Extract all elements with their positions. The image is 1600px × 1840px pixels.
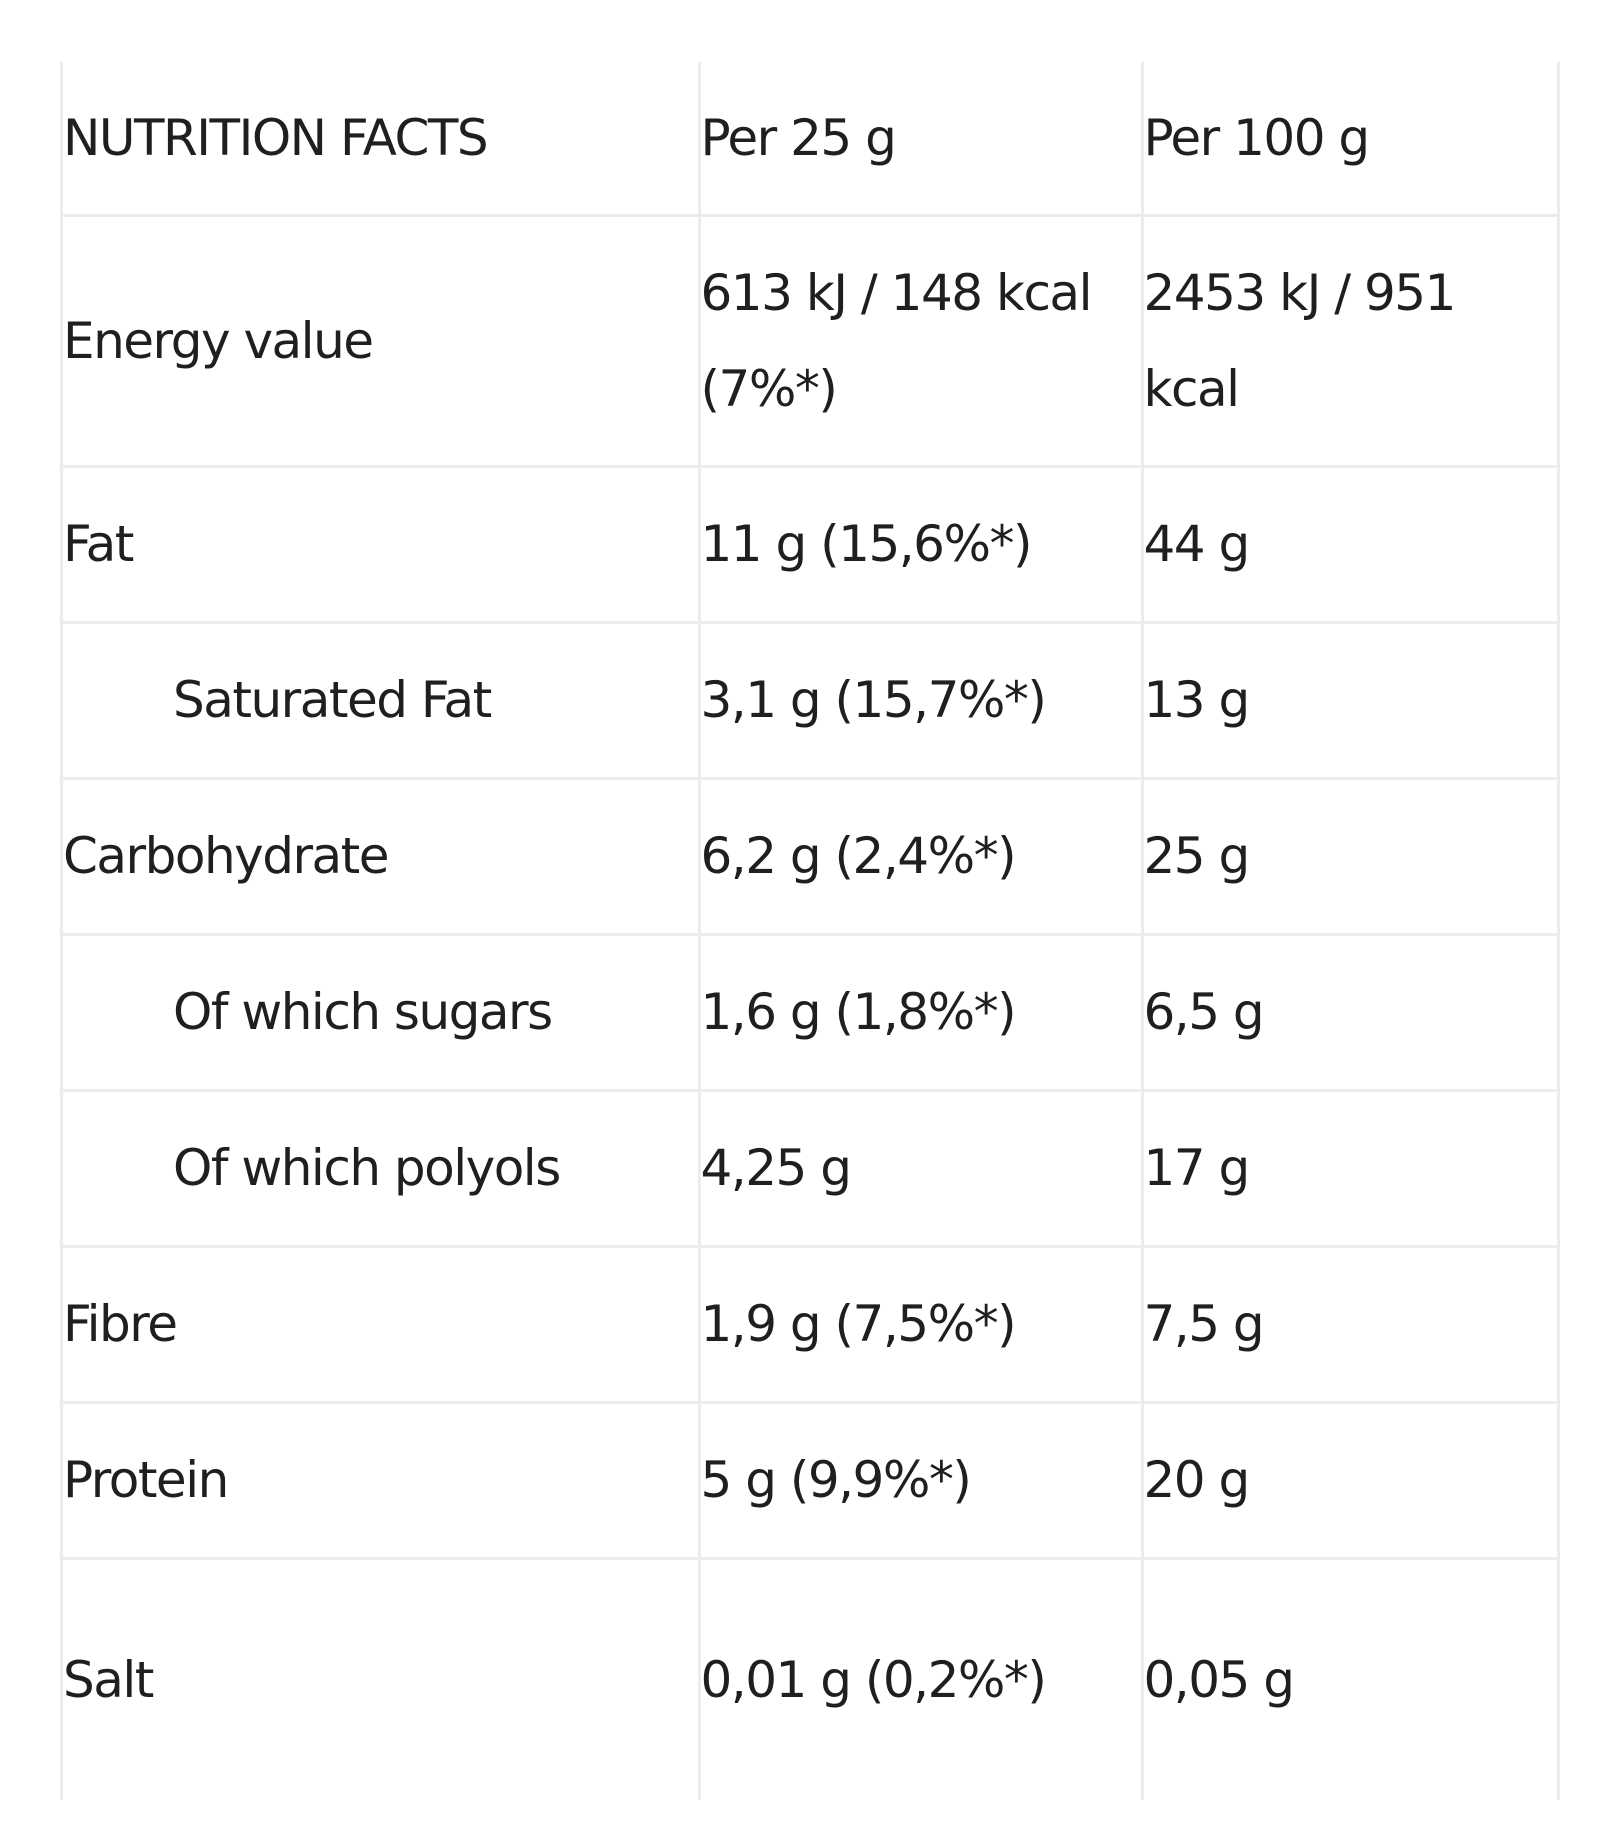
header-per-25g: Per 25 g — [697, 62, 1142, 217]
row-value-per100: 2453 kJ / 951 kcal — [1140, 215, 1557, 468]
row-label: Fat — [63, 466, 699, 624]
row-value-per100: 0,05 g — [1140, 1558, 1557, 1800]
row-value-per25: 613 kJ / 148 kcal (7%*) — [697, 215, 1142, 468]
row-label: Saturated Fat — [63, 622, 699, 780]
table-row: Fibre 1,9 g (7,5%*) 7,5 g — [63, 1246, 1557, 1404]
table-row: Energy value 613 kJ / 148 kcal (7%*) 245… — [63, 215, 1557, 468]
row-label: Fibre — [63, 1246, 699, 1404]
row-label: Protein — [63, 1402, 699, 1560]
table-row: Carbohydrate 6,2 g (2,4%*) 25 g — [63, 778, 1557, 936]
nutrition-table-container: NUTRITION FACTS Per 25 g Per 100 g Energ… — [60, 62, 1560, 1800]
row-value-per100: 17 g — [1140, 1090, 1557, 1248]
table-row: Fat 11 g (15,6%*) 44 g — [63, 466, 1557, 624]
row-value-per25: 1,9 g (7,5%*) — [697, 1246, 1142, 1404]
row-value-per25: 0,01 g (0,2%*) — [697, 1558, 1142, 1800]
row-value-per25: 5 g (9,9%*) — [697, 1402, 1142, 1560]
row-value-per100: 7,5 g — [1140, 1246, 1557, 1404]
row-value-per25: 1,6 g (1,8%*) — [697, 934, 1142, 1092]
row-label: Of which sugars — [63, 934, 699, 1092]
row-value-per100: 25 g — [1140, 778, 1557, 936]
row-label: Carbohydrate — [63, 778, 699, 936]
header-nutrition-facts: NUTRITION FACTS — [63, 62, 699, 217]
table-row: Protein 5 g (9,9%*) 20 g — [63, 1402, 1557, 1560]
table-row: Saturated Fat 3,1 g (15,7%*) 13 g — [63, 622, 1557, 780]
header-per-100g: Per 100 g — [1140, 62, 1557, 217]
row-value-per100: 44 g — [1140, 466, 1557, 624]
row-label: Salt — [63, 1650, 154, 1709]
row-label: Of which polyols — [63, 1090, 699, 1248]
row-value-per25: 11 g (15,6%*) — [697, 466, 1142, 624]
table-row: Of which sugars 1,6 g (1,8%*) 6,5 g — [63, 934, 1557, 1092]
row-value-per100: 20 g — [1140, 1402, 1557, 1560]
table-header-row: NUTRITION FACTS Per 25 g Per 100 g — [63, 62, 1557, 217]
row-label: Energy value — [63, 215, 699, 468]
row-value-per25: 3,1 g (15,7%*) — [697, 622, 1142, 780]
row-value-per100: 13 g — [1140, 622, 1557, 780]
row-value-per25: 6,2 g (2,4%*) — [697, 778, 1142, 936]
row-value-per100: 6,5 g — [1140, 934, 1557, 1092]
table-row: Salt 0,01 g (0,2%*) 0,05 g — [63, 1558, 1557, 1800]
row-value-per25: 4,25 g — [697, 1090, 1142, 1248]
table-row: Of which polyols 4,25 g 17 g — [63, 1090, 1557, 1248]
nutrition-facts-table: NUTRITION FACTS Per 25 g Per 100 g Energ… — [63, 62, 1557, 1800]
